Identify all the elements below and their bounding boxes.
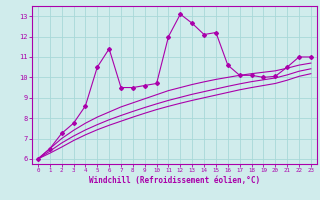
X-axis label: Windchill (Refroidissement éolien,°C): Windchill (Refroidissement éolien,°C) [89,176,260,185]
